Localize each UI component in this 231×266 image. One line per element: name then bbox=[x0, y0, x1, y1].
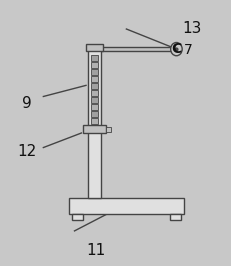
Bar bbox=[91, 90, 98, 96]
Bar bbox=[91, 83, 98, 89]
Bar bbox=[100, 47, 175, 52]
Text: 9: 9 bbox=[22, 96, 32, 111]
Circle shape bbox=[170, 43, 181, 56]
Bar bbox=[88, 46, 100, 198]
Bar bbox=[91, 111, 98, 117]
Bar bbox=[91, 69, 98, 75]
Text: 7: 7 bbox=[183, 43, 192, 57]
Bar bbox=[91, 55, 98, 61]
Bar bbox=[83, 125, 106, 133]
Bar bbox=[91, 62, 98, 68]
Bar bbox=[86, 44, 102, 51]
Bar bbox=[91, 97, 98, 103]
Bar bbox=[106, 127, 111, 132]
Text: C: C bbox=[170, 42, 181, 56]
Bar bbox=[72, 214, 83, 219]
Bar bbox=[91, 76, 98, 82]
Bar bbox=[68, 198, 183, 214]
Text: 11: 11 bbox=[86, 243, 106, 258]
Bar bbox=[169, 214, 180, 219]
Bar bbox=[91, 118, 98, 124]
Text: 13: 13 bbox=[182, 21, 201, 36]
Text: 12: 12 bbox=[18, 144, 37, 159]
Bar bbox=[91, 104, 98, 110]
